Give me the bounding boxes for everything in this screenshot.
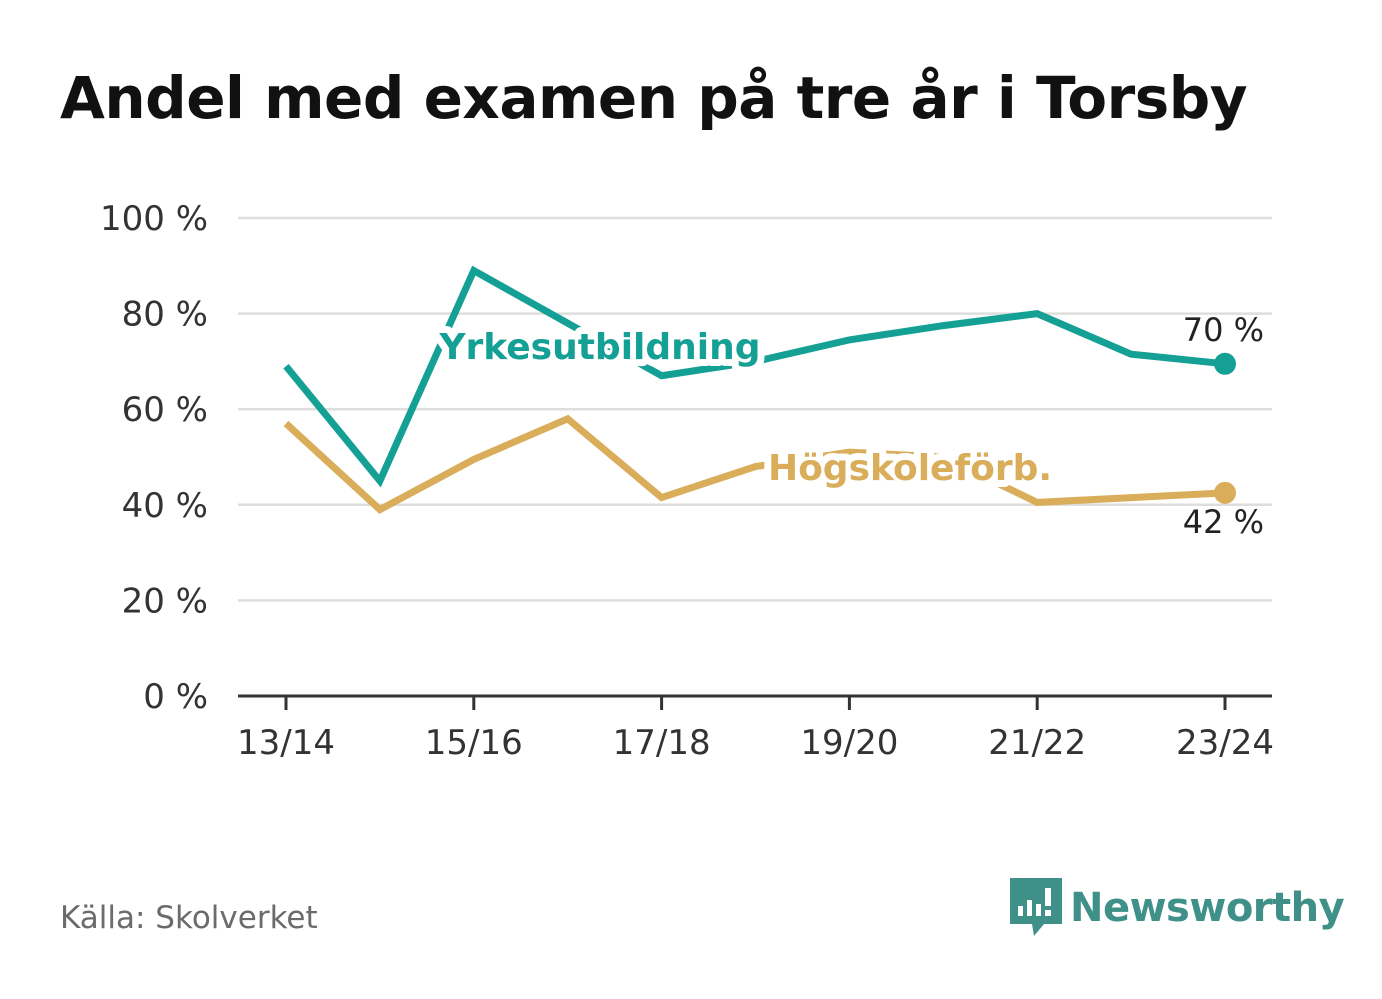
- y-tick-label: 60 %: [122, 390, 208, 430]
- series-name-label: Yrkesutbildning: [438, 327, 760, 368]
- x-axis: 13/14 15/16 17/18 19/20 21/22 23/24: [237, 694, 1274, 763]
- brand-logo: Newsworthy: [1010, 878, 1345, 938]
- x-tick-label: 23/24: [1176, 723, 1274, 763]
- end-value-label: 42 %: [1183, 503, 1264, 541]
- end-value-label: 70 %: [1183, 311, 1264, 349]
- y-tick-label: 40 %: [122, 486, 208, 526]
- chart-title: Andel med examen på tre år i Torsby: [60, 64, 1248, 132]
- y-tick-label: 100 %: [100, 199, 208, 239]
- x-tick-label: 19/20: [800, 723, 898, 763]
- x-tick-label: 21/22: [988, 723, 1086, 763]
- x-tick-label: 13/14: [237, 723, 335, 763]
- x-tick-label: 17/18: [613, 723, 711, 763]
- y-tick-label: 0 %: [143, 677, 208, 717]
- y-tick-label: 20 %: [122, 581, 208, 621]
- brand-name: Newsworthy: [1070, 885, 1345, 931]
- series-line-0: [283, 265, 1226, 488]
- source-text: Källa: Skolverket: [60, 900, 318, 936]
- newsworthy-logo-icon: [1010, 878, 1062, 936]
- y-tick-label: 80 %: [122, 295, 208, 335]
- gridlines: 0 % 20 % 40 % 60 % 80 % 100 %: [100, 199, 1272, 717]
- series-labels: Yrkesutbildning Högskoleförb. 70 % 42 %: [431, 311, 1264, 541]
- series-lines: [283, 265, 1236, 514]
- x-tick-label: 15/16: [425, 723, 523, 763]
- series-name-label: Högskoleförb.: [768, 448, 1052, 489]
- series-end-marker-1: [1214, 481, 1236, 504]
- series-line-1: [283, 414, 1226, 514]
- series-end-marker-0: [1214, 352, 1236, 375]
